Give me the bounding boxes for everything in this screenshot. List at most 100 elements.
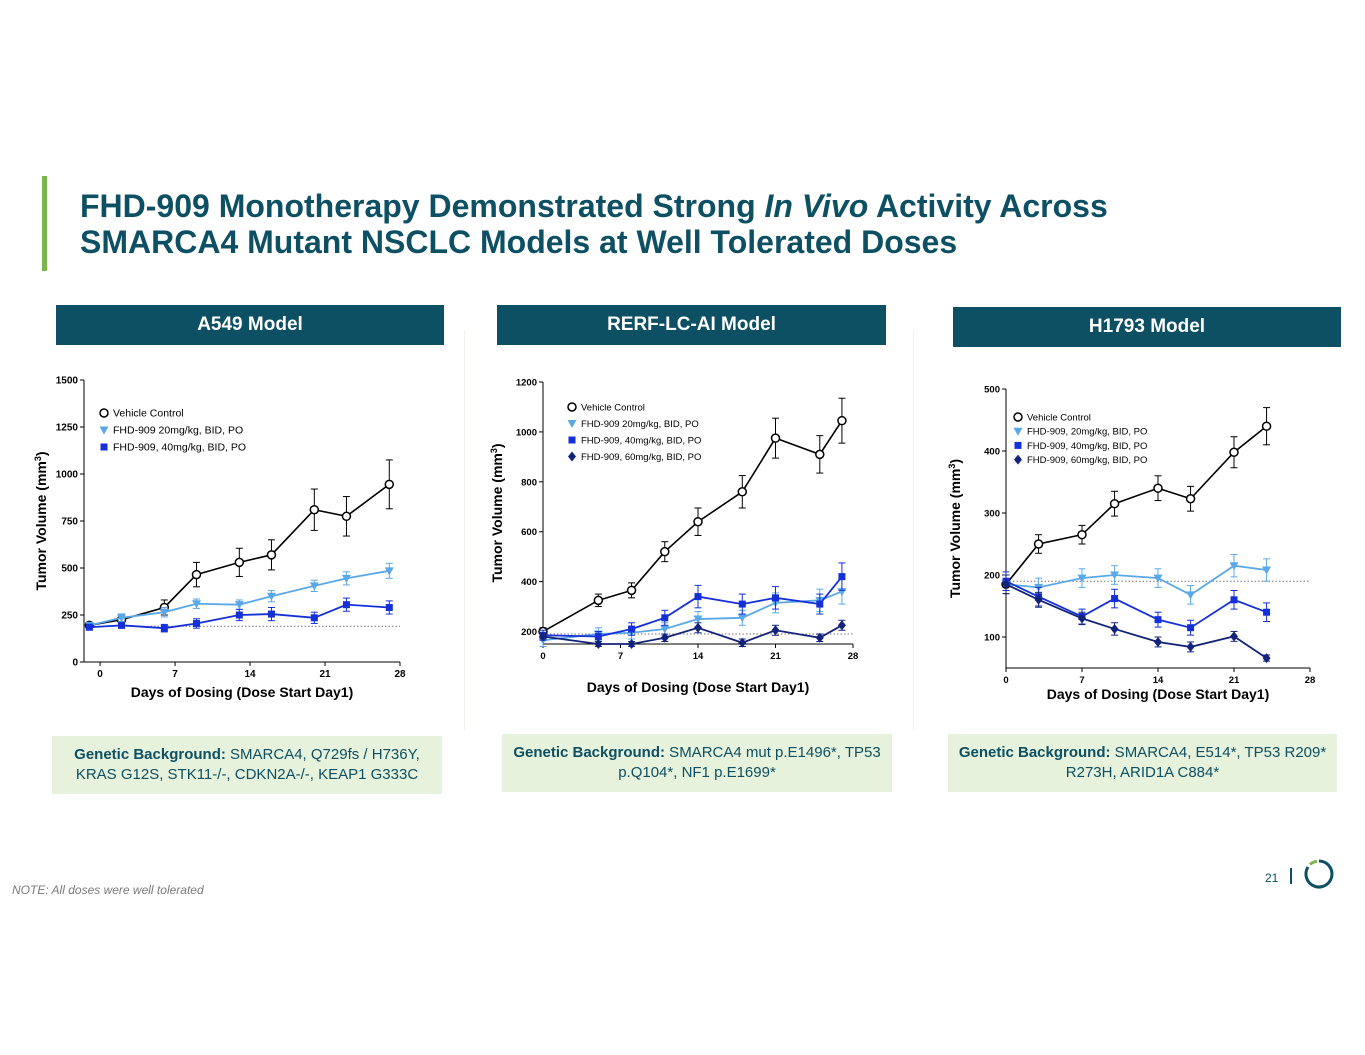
x-tick-label: 14: [693, 651, 704, 662]
x-tick-label: 0: [540, 651, 545, 662]
data-point: [628, 625, 636, 633]
y-axis-label-superscript: 3: [489, 448, 499, 453]
data-point: [341, 574, 351, 583]
data-point: [191, 569, 202, 580]
legend-label: FHD-909, 40mg/kg, BID, PO: [1027, 441, 1147, 452]
data-point: [660, 632, 669, 643]
data-point: [1262, 653, 1271, 664]
data-point: [235, 611, 243, 619]
x-tick-label: 28: [848, 651, 859, 662]
data-point: [694, 593, 702, 601]
chart-legend: Vehicle Control FHD-909 20mg/kg, BID, PO F…: [567, 402, 701, 463]
y-tick-label: 400: [521, 577, 537, 588]
ring-logo-icon: [1304, 859, 1334, 889]
y-axis-label: Tumor Volume (mm3): [489, 443, 505, 582]
y-tick-label: 200: [984, 571, 1000, 582]
data-point: [309, 504, 320, 515]
data-point: [191, 600, 201, 609]
x-tick-label: 21: [319, 669, 331, 680]
data-point: [770, 433, 781, 443]
series-line: [1005, 583, 1268, 659]
data-point: [693, 516, 703, 527]
x-axis-label: Days of Dosing (Dose Start Day1): [131, 684, 354, 700]
legend-marker: [1014, 454, 1022, 465]
panel-divider: [913, 330, 914, 730]
data-point: [1229, 562, 1239, 571]
data-point: [1002, 579, 1010, 590]
data-point: [816, 600, 824, 608]
legend-marker: [568, 451, 576, 462]
data-point: [1153, 574, 1163, 583]
data-point: [1033, 539, 1044, 549]
genetic-background-rerf: Genetic Background: SMARCA4 mut p.E1496*…: [502, 734, 892, 792]
data-point: [594, 639, 603, 649]
data-point: [1154, 636, 1162, 647]
data-point: [1110, 571, 1120, 580]
data-point: [234, 601, 244, 610]
y-tick-label: 500: [61, 564, 78, 575]
y-tick-label: 300: [984, 509, 1000, 520]
data-point: [159, 608, 169, 617]
data-point: [738, 637, 747, 648]
data-point: [593, 595, 604, 606]
data-point: [539, 631, 547, 642]
genetic-label: Genetic Background:: [74, 746, 226, 763]
y-axis-label-text: Tumor Volume (mm: [947, 469, 963, 598]
x-tick-label: 0: [97, 669, 103, 680]
data-point: [693, 615, 703, 624]
data-point: [837, 620, 846, 631]
chart-legend: Vehicle Control FHD-909, 20mg/kg, BID, PO…: [1013, 412, 1147, 466]
x-tick-label: 28: [1305, 675, 1316, 686]
y-tick-label: 0: [72, 658, 78, 669]
chart-h1793: 100 200 300 400 500 0 7 14 21 28 Days of Dosing (D…: [947, 385, 1316, 703]
page-title: FHD-909 Monotherapy Demonstrated Strong …: [80, 188, 1280, 260]
data-point: [771, 625, 780, 636]
data-point: [838, 573, 846, 581]
series-line: [1005, 425, 1268, 585]
legend-label: FHD-909, 60mg/kg, BID, PO: [581, 452, 701, 463]
title-line-1-end: Activity Across: [868, 188, 1108, 224]
y-tick-label: 1000: [516, 427, 537, 438]
title-line-1-italic: In Vivo: [764, 188, 869, 224]
genetic-text: SMARCA4 mut p.E1496*, TP53 p.Q104*, NF1 …: [618, 744, 881, 781]
legend-marker: [100, 443, 108, 451]
y-axis-label-text: Tumor Volume (mm: [33, 461, 49, 590]
legend-label: FHD-909, 20mg/kg, BID, PO: [1027, 427, 1147, 438]
legend-marker: [567, 420, 577, 428]
y-axis-label-close: ): [947, 459, 963, 464]
data-point: [309, 582, 319, 591]
y-tick-label: 1250: [56, 423, 79, 434]
legend-marker: [1014, 441, 1022, 449]
x-tick-label: 21: [770, 651, 781, 662]
data-point: [737, 614, 747, 623]
series-line: [542, 590, 843, 642]
data-point: [266, 550, 277, 560]
data-point: [234, 557, 245, 568]
data-point: [594, 633, 602, 641]
x-tick-label: 7: [1079, 675, 1084, 686]
data-point: [267, 610, 275, 618]
x-tick-label: 14: [1153, 675, 1164, 686]
data-point: [738, 600, 746, 608]
data-point: [661, 614, 669, 622]
title-line-1: FHD-909 Monotherapy Demonstrated Strong …: [80, 188, 1280, 224]
legend-label: Vehicle Control: [581, 403, 645, 414]
y-axis-label-close: ): [489, 443, 505, 448]
legend-label: FHD-909, 40mg/kg, BID, PO: [581, 436, 701, 447]
data-point: [627, 639, 636, 649]
data-point: [266, 592, 276, 601]
data-point: [1186, 591, 1196, 600]
panel-divider: [464, 330, 465, 730]
data-point: [1186, 641, 1195, 652]
legend-label: FHD-909 20mg/kg, BID, PO: [113, 425, 243, 437]
legend-label: Vehicle Control: [113, 408, 184, 420]
title-line-2: SMARCA4 Mutant NSCLC Models at Well Tole…: [80, 224, 958, 260]
data-point: [85, 623, 93, 631]
data-point: [1229, 447, 1239, 457]
x-tick-label: 0: [1003, 675, 1008, 686]
y-tick-label: 600: [521, 527, 537, 538]
title-accent-bar: [42, 176, 47, 271]
data-point: [116, 614, 126, 623]
y-tick-label: 750: [61, 517, 78, 528]
legend-marker: [567, 402, 577, 412]
